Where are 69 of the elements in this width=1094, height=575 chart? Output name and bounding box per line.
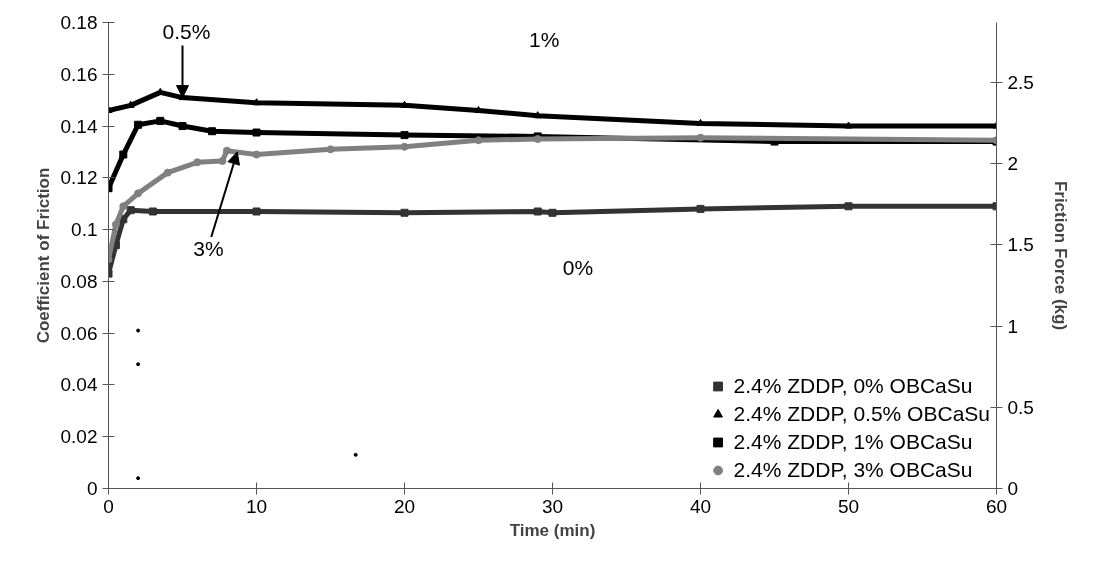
y-tick-label: 0.08	[60, 270, 98, 292]
point	[111, 220, 120, 229]
point	[326, 145, 335, 154]
point	[208, 127, 217, 136]
annotation: 0.5%	[162, 19, 211, 43]
y-tick-label: 0.12	[60, 167, 98, 189]
point	[696, 133, 705, 142]
legend-label: 2.4% ZDDP, 3% OBCaSu	[733, 458, 973, 482]
y-tick-label: 0.02	[60, 426, 98, 448]
point	[533, 111, 542, 119]
point	[126, 206, 135, 215]
x-tick-label: 40	[689, 495, 712, 517]
y-tick-label: 0.1	[71, 219, 98, 241]
y-tick-label: 0	[86, 478, 98, 499]
point	[136, 328, 141, 333]
x-axis-title: Time (min)	[509, 520, 596, 540]
point	[148, 207, 157, 216]
point	[163, 168, 172, 177]
point	[252, 207, 261, 216]
y2-axis-title: Friction Force (kg)	[1050, 180, 1070, 331]
point	[218, 157, 227, 165]
point	[400, 208, 409, 217]
x-tick-label: 50	[837, 495, 860, 517]
point	[252, 128, 261, 137]
x-tick-label: 10	[245, 495, 268, 517]
point	[353, 452, 358, 457]
x-tick-label: 60	[985, 495, 1008, 517]
y2-tick-label: 1.5	[1007, 234, 1034, 256]
annotation: 3%	[193, 236, 224, 260]
x-tick-label: 30	[541, 495, 564, 517]
point	[252, 150, 261, 159]
y2-tick-label: 1	[1007, 315, 1019, 337]
point	[844, 202, 853, 211]
point	[136, 362, 141, 367]
y-tick-label: 0.16	[60, 63, 98, 85]
y2-tick-label: 0	[1007, 478, 1019, 499]
point	[400, 131, 409, 140]
point	[134, 189, 143, 198]
point	[400, 142, 409, 151]
point	[548, 208, 557, 217]
y-tick-label: 0.04	[60, 374, 98, 396]
point	[844, 121, 853, 129]
point	[134, 120, 143, 129]
point	[474, 136, 483, 145]
y-tick-label: 0.06	[60, 322, 98, 344]
point	[474, 105, 483, 114]
x-tick-label: 20	[393, 495, 416, 517]
legend-label: 2.4% ZDDP, 0% OBCaSu	[733, 374, 973, 398]
legend-label: 2.4% ZDDP, 1% OBCaSu	[733, 430, 973, 454]
annotation: 0%	[562, 255, 594, 279]
y-axis-title: Coefficient of Friction	[33, 167, 53, 344]
point	[696, 204, 705, 213]
point	[252, 98, 261, 106]
y2-tick-label: 0.5	[1007, 396, 1034, 418]
point	[533, 207, 542, 216]
point	[119, 150, 128, 159]
y2-tick-label: 2	[1007, 153, 1019, 175]
point	[156, 116, 165, 125]
legend-label: 2.4% ZDDP, 0.5% OBCaSu	[733, 402, 990, 426]
y2-tick-label: 2.5	[1007, 72, 1034, 94]
point	[193, 158, 202, 167]
y-tick-label: 0.18	[60, 12, 98, 33]
y-tick-label: 0.14	[60, 115, 98, 137]
point	[119, 202, 128, 211]
point	[222, 146, 231, 155]
point	[178, 122, 187, 131]
point	[136, 476, 141, 481]
x-tick-label: 0	[103, 495, 114, 517]
annotation: 1%	[529, 28, 560, 52]
